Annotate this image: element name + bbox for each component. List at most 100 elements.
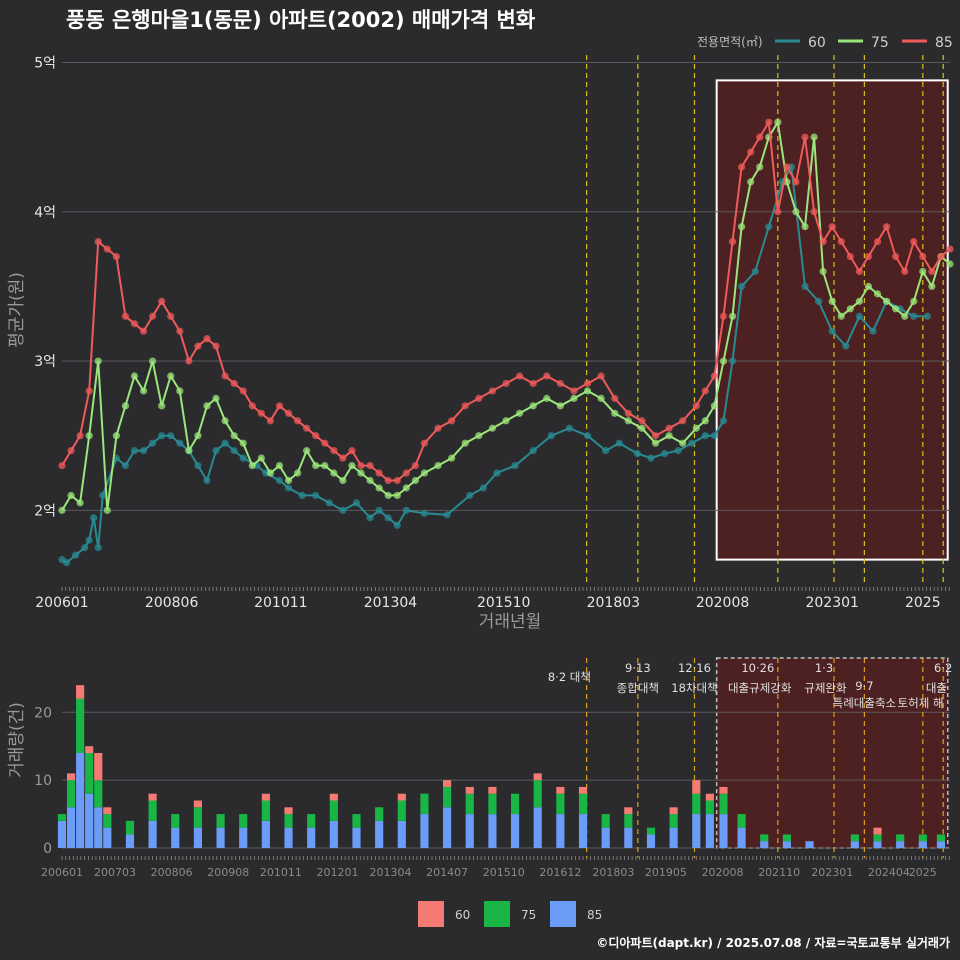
- price-point-85: [882, 223, 891, 231]
- price-point-75: [275, 461, 284, 470]
- price-point-85: [611, 394, 619, 402]
- price-point-60: [375, 506, 383, 514]
- volume-bar-75: [737, 814, 746, 828]
- price-point-75: [638, 424, 646, 432]
- price-legend-title: 전용면적(㎡): [697, 35, 763, 49]
- price-point-85: [461, 402, 469, 410]
- volume-bar-60: [193, 800, 202, 808]
- price-point-85: [728, 238, 737, 246]
- volume-bar-60: [669, 807, 678, 815]
- volume-bar-60: [443, 780, 452, 787]
- volume-bar-85: [352, 827, 361, 848]
- price-point-85: [284, 409, 293, 417]
- volume-bar-75: [578, 793, 588, 815]
- price-point-85: [384, 476, 392, 485]
- price-point-60: [275, 476, 284, 485]
- price-point-75: [882, 297, 891, 305]
- volume-y-axis-title: 거래량(건): [7, 702, 27, 778]
- price-point-60: [158, 432, 166, 440]
- volume-legend-label-85: 85: [587, 908, 602, 922]
- price-point-75: [583, 387, 592, 395]
- price-point-60: [139, 447, 148, 455]
- price-point-85: [864, 252, 873, 261]
- price-point-60: [85, 536, 93, 544]
- volume-bar-75: [850, 834, 859, 842]
- price-y-tick-label: 2억: [34, 503, 56, 519]
- price-point-85: [710, 372, 719, 380]
- price-point-75: [864, 282, 873, 291]
- price-point-85: [434, 424, 442, 432]
- volume-bar-85: [601, 827, 610, 848]
- price-point-85: [946, 245, 954, 253]
- price-point-60: [121, 461, 130, 470]
- price-point-85: [701, 387, 709, 395]
- volume-bar-85: [936, 841, 946, 848]
- price-point-75: [475, 432, 483, 440]
- price-point-60: [420, 509, 429, 517]
- volume-bar-85: [216, 827, 225, 848]
- price-point-60: [737, 282, 746, 291]
- price-point-60: [81, 544, 89, 552]
- price-point-75: [420, 469, 429, 477]
- volume-legend-swatch-85: [550, 901, 576, 927]
- price-point-75: [679, 439, 687, 447]
- volume-bar-85: [646, 834, 656, 848]
- price-point-75: [919, 267, 927, 276]
- price-point-60: [312, 491, 320, 500]
- volume-bar-75: [420, 793, 429, 815]
- price-y-axis-title: 평균가(원): [7, 272, 27, 348]
- price-x-axis-title: 거래년월: [479, 612, 542, 632]
- price-point-75: [728, 312, 737, 320]
- volume-bar-75: [669, 814, 678, 828]
- price-point-85: [855, 267, 863, 276]
- price-point-75: [828, 297, 836, 305]
- price-point-85: [411, 461, 419, 470]
- price-point-75: [312, 461, 320, 470]
- price-point-85: [846, 252, 854, 261]
- volume-bar-60: [284, 807, 293, 815]
- policy-annotation: 대출규제강화: [728, 681, 792, 695]
- price-point-60: [751, 267, 759, 276]
- volume-bar-85: [239, 827, 248, 848]
- volume-bar-85: [375, 820, 384, 848]
- price-point-75: [321, 461, 329, 470]
- price-point-85: [348, 447, 356, 455]
- price-point-85: [928, 267, 936, 276]
- volume-bar-85: [510, 814, 520, 848]
- price-point-75: [928, 282, 936, 291]
- volume-bar-75: [719, 793, 728, 815]
- price-point-85: [597, 372, 605, 380]
- price-point-75: [239, 439, 247, 447]
- price-point-75: [230, 432, 238, 440]
- price-point-75: [167, 372, 175, 380]
- price-point-60: [149, 439, 157, 447]
- volume-bar-60: [624, 807, 633, 815]
- price-x-tick-label: 201011: [254, 595, 307, 611]
- price-point-60: [710, 432, 719, 440]
- price-point-85: [638, 417, 646, 425]
- price-point-75: [774, 118, 782, 126]
- price-point-60: [828, 327, 836, 335]
- price-point-75: [747, 178, 755, 186]
- volume-bar-60: [148, 793, 157, 801]
- price-point-75: [58, 506, 66, 514]
- price-point-75: [611, 409, 619, 417]
- credit-text: ©디아파트(dapt.kr) / 2025.07.08 / 자료=국토교통부 실…: [596, 935, 950, 950]
- price-point-85: [543, 372, 551, 380]
- chart-title: 풍동 은행마을1(동문) 아파트(2002) 매매가격 변화: [66, 8, 536, 32]
- price-legend: 전용면적(㎡) 60 75 85: [697, 35, 953, 51]
- volume-bar-75: [510, 793, 520, 815]
- volume-bar-85: [488, 814, 497, 848]
- volume-panel: 0 10 20 200601 200703 200806 200908 201011 20120…: [34, 657, 952, 879]
- price-point-60: [203, 476, 211, 485]
- price-point-85: [570, 387, 578, 395]
- price-point-85: [420, 439, 429, 447]
- price-point-75: [130, 372, 139, 380]
- volume-x-tick-label: 202008: [702, 866, 744, 879]
- volume-bar-85: [669, 827, 678, 848]
- price-point-75: [719, 357, 728, 365]
- price-point-85: [737, 163, 746, 171]
- volume-bar-85: [94, 807, 103, 848]
- volume-bar-85: [737, 827, 746, 848]
- price-point-60: [615, 439, 623, 447]
